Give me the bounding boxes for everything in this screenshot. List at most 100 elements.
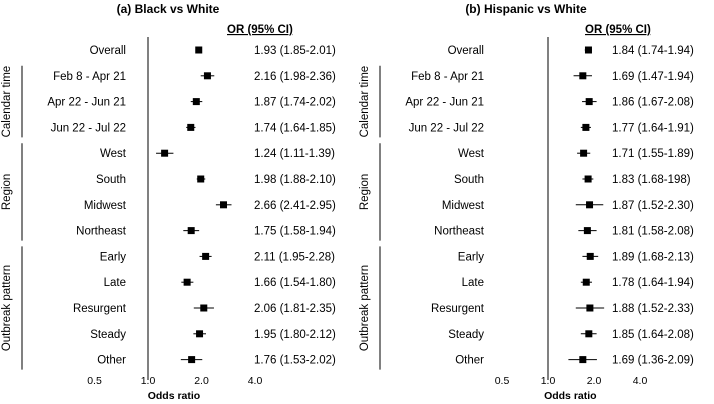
row-label: Early bbox=[458, 251, 484, 263]
row-label: Northeast bbox=[76, 226, 127, 238]
point-estimate bbox=[585, 98, 593, 106]
point-estimate bbox=[579, 356, 587, 364]
row-label: Other bbox=[97, 355, 126, 367]
row-label: Jun 22 - Jul 22 bbox=[51, 122, 126, 134]
group-label: Region bbox=[1, 174, 13, 210]
x-axis-label: Odds ratio bbox=[544, 390, 597, 402]
row-label: Early bbox=[100, 251, 126, 263]
row-label: Midwest bbox=[442, 200, 485, 212]
row-label: Apr 22 - Jun 21 bbox=[47, 97, 126, 109]
x-tick-label: 1.0 bbox=[141, 375, 156, 387]
point-estimate bbox=[200, 304, 208, 312]
point-estimate bbox=[195, 46, 203, 54]
row-label: Late bbox=[104, 277, 126, 289]
point-estimate bbox=[187, 227, 195, 235]
panel-title: (a) Black vs White bbox=[117, 2, 220, 16]
or-ci-value: 2.66 (2.41-2.95) bbox=[254, 200, 336, 212]
row-label: Feb 8 - Apr 21 bbox=[411, 71, 484, 83]
or-ci-value: 1.87 (1.52-2.30) bbox=[612, 200, 694, 212]
x-axis-label: Odds ratio bbox=[148, 390, 201, 402]
row-label: Other bbox=[455, 355, 484, 367]
point-estimate bbox=[187, 123, 195, 131]
row-label: Feb 8 - Apr 21 bbox=[53, 71, 126, 83]
row-label: Resurgent bbox=[431, 303, 485, 315]
row-label: Overall bbox=[448, 45, 484, 57]
point-estimate bbox=[582, 123, 590, 131]
or-ci-value: 1.87 (1.74-2.02) bbox=[254, 97, 336, 109]
row-label: Steady bbox=[448, 329, 484, 341]
row-label: Apr 22 - Jun 21 bbox=[405, 97, 484, 109]
or-ci-value: 1.66 (1.54-1.80) bbox=[254, 277, 336, 289]
row-label: South bbox=[454, 174, 484, 186]
point-estimate bbox=[586, 304, 594, 312]
point-estimate bbox=[196, 330, 204, 338]
or-ci-value: 2.11 (1.95-2.28) bbox=[254, 251, 335, 263]
point-estimate bbox=[203, 72, 211, 80]
point-estimate bbox=[584, 46, 592, 54]
ci-column-header: OR (95% CI) bbox=[227, 24, 293, 36]
point-estimate bbox=[580, 149, 588, 157]
row-label: Late bbox=[462, 277, 484, 289]
or-ci-value: 1.84 (1.74-1.94) bbox=[612, 45, 694, 57]
x-tick-label: 2.0 bbox=[587, 375, 602, 387]
or-ci-value: 2.16 (1.98-2.36) bbox=[254, 71, 336, 83]
ci-column-header: OR (95% CI) bbox=[585, 24, 651, 36]
or-ci-value: 1.75 (1.58-1.94) bbox=[254, 226, 336, 238]
row-label: Midwest bbox=[84, 200, 127, 212]
forest-panel-b: (b) Hispanic vs White OR (95% CI) Overall 1… bbox=[359, 2, 694, 402]
or-ci-value: 1.77 (1.64-1.91) bbox=[612, 122, 694, 134]
or-ci-value: 1.71 (1.55-1.89) bbox=[612, 148, 694, 160]
x-tick-label: 4.0 bbox=[633, 375, 648, 387]
row-label: West bbox=[100, 148, 127, 160]
or-ci-value: 1.93 (1.85-2.01) bbox=[254, 45, 336, 57]
point-estimate bbox=[202, 252, 210, 260]
or-ci-value: 1.83 (1.68-198) bbox=[612, 174, 691, 186]
or-ci-value: 1.81 (1.58-2.08) bbox=[612, 226, 694, 238]
group-label: Outbreak pattern bbox=[359, 265, 371, 351]
row-label: Jun 22 - Jul 22 bbox=[409, 122, 484, 134]
group-label: Calendar time bbox=[1, 66, 13, 138]
row-label: Overall bbox=[90, 45, 126, 57]
x-tick-label: 0.5 bbox=[495, 375, 510, 387]
point-estimate bbox=[585, 330, 593, 338]
point-estimate bbox=[220, 201, 228, 209]
point-estimate bbox=[586, 201, 594, 209]
or-ci-value: 1.78 (1.64-1.94) bbox=[612, 277, 694, 289]
row-label: Resurgent bbox=[73, 303, 127, 315]
row-label: Northeast bbox=[434, 226, 485, 238]
or-ci-value: 1.89 (1.68-2.13) bbox=[612, 251, 694, 263]
point-estimate bbox=[582, 278, 590, 286]
or-ci-value: 1.24 (1.11-1.39) bbox=[254, 148, 335, 160]
forest-panel-a: (a) Black vs White OR (95% CI) Overall 1.93… bbox=[1, 2, 336, 402]
row-label: South bbox=[96, 174, 126, 186]
point-estimate bbox=[583, 227, 591, 235]
point-estimate bbox=[584, 175, 592, 183]
point-estimate bbox=[188, 356, 196, 364]
group-label: Outbreak pattern bbox=[1, 265, 13, 351]
or-ci-value: 1.69 (1.47-1.94) bbox=[612, 71, 694, 83]
or-ci-value: 1.76 (1.53-2.02) bbox=[254, 355, 336, 367]
point-estimate bbox=[586, 252, 594, 260]
or-ci-value: 1.85 (1.64-2.08) bbox=[612, 329, 694, 341]
x-tick-label: 2.0 bbox=[194, 375, 209, 387]
or-ci-value: 1.69 (1.36-2.09) bbox=[612, 355, 694, 367]
point-estimate bbox=[161, 149, 169, 157]
point-estimate bbox=[197, 175, 205, 183]
panel-title: (b) Hispanic vs White bbox=[465, 2, 587, 16]
or-ci-value: 2.06 (1.81-2.35) bbox=[254, 303, 336, 315]
point-estimate bbox=[183, 278, 191, 286]
group-label: Region bbox=[359, 174, 371, 210]
or-ci-value: 1.95 (1.80-2.12) bbox=[254, 329, 336, 341]
or-ci-value: 1.98 (1.88-2.10) bbox=[254, 174, 336, 186]
or-ci-value: 1.74 (1.64-1.85) bbox=[254, 122, 336, 134]
or-ci-value: 1.86 (1.67-2.08) bbox=[612, 97, 694, 109]
x-tick-label: 0.5 bbox=[87, 375, 102, 387]
or-ci-value: 1.88 (1.52-2.33) bbox=[612, 303, 694, 315]
point-estimate bbox=[579, 72, 587, 80]
x-tick-label: 4.0 bbox=[248, 375, 263, 387]
row-label: West bbox=[458, 148, 485, 160]
group-label: Calendar time bbox=[359, 66, 371, 138]
x-tick-label: 1.0 bbox=[541, 375, 556, 387]
point-estimate bbox=[192, 98, 200, 106]
